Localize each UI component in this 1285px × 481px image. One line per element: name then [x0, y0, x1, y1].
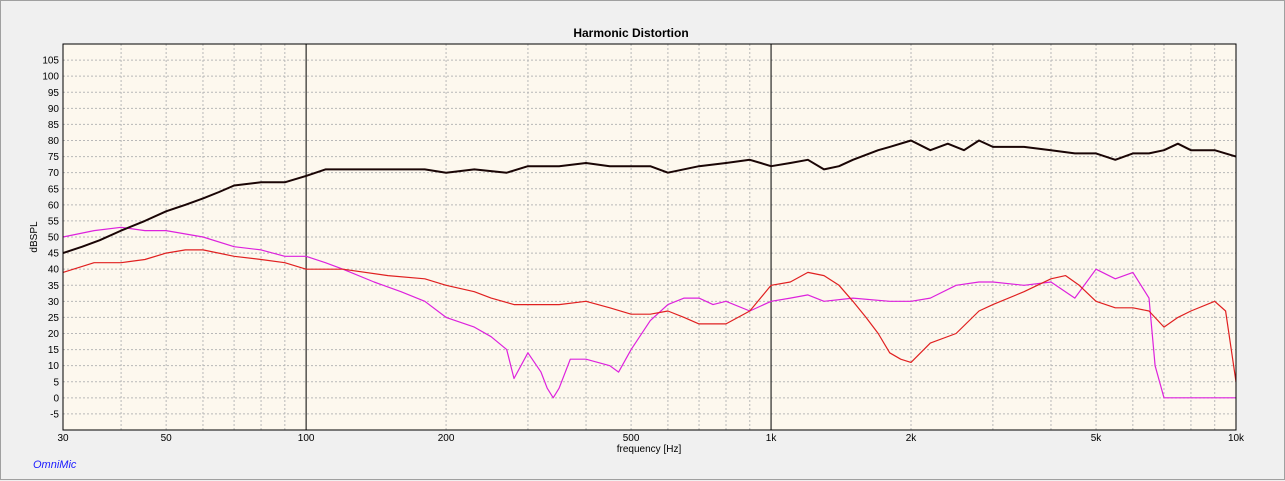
- y-tick-label: 65: [48, 184, 60, 195]
- x-tick-label: 50: [161, 433, 173, 444]
- y-tick-label: -5: [50, 409, 59, 420]
- y-axis-ticks: -5 0 5 10 15 20 25 30 35 40 45 50 55 60 65 70 75 80 85 90 95…: [42, 56, 59, 421]
- y-tick-label: 95: [48, 88, 60, 99]
- y-tick-label: 85: [48, 120, 60, 131]
- y-tick-label: 15: [48, 345, 60, 356]
- omnimic-watermark: OmniMic: [33, 459, 77, 471]
- y-tick-label: 35: [48, 281, 60, 292]
- series-line-0: [62, 139, 1237, 255]
- grid-lines: [63, 44, 1236, 430]
- x-tick-label: 200: [438, 433, 455, 444]
- y-tick-label: 60: [48, 200, 60, 211]
- y-tick-label: 80: [48, 136, 60, 147]
- y-tick-label: 10: [48, 361, 60, 372]
- x-tick-label: 500: [623, 433, 640, 444]
- x-tick-label: 2k: [906, 433, 918, 444]
- y-tick-label: 105: [42, 56, 59, 67]
- plot-border: [62, 43, 1237, 431]
- series-line-1: [62, 249, 1237, 382]
- x-tick-label: 5k: [1091, 433, 1103, 444]
- y-tick-label: 0: [53, 393, 59, 404]
- series-line-2: [62, 226, 1236, 399]
- y-tick-label: 20: [48, 329, 60, 340]
- y-tick-label: 70: [48, 168, 60, 179]
- y-axis-label: dBSPL: [29, 221, 40, 253]
- x-tick-label: 10k: [1228, 433, 1245, 444]
- y-tick-label: 100: [42, 72, 59, 83]
- y-tick-label: 30: [48, 297, 60, 308]
- y-tick-label: 45: [48, 249, 60, 260]
- x-tick-label: 1k: [766, 433, 778, 444]
- y-tick-label: 75: [48, 152, 60, 163]
- x-axis-ticks: 30 50 100 200 500 1k 2k 5k 10k: [57, 433, 1245, 444]
- x-tick-label: 100: [298, 433, 315, 444]
- y-tick-label: 90: [48, 104, 60, 115]
- y-tick-label: 25: [48, 313, 60, 324]
- y-tick-label: 40: [48, 265, 60, 276]
- series-layer: [62, 139, 1237, 399]
- x-axis-label: frequency [Hz]: [617, 444, 682, 455]
- chart-title: Harmonic Distortion: [573, 26, 688, 40]
- y-tick-label: 5: [53, 377, 59, 388]
- x-tick-label: 30: [57, 433, 69, 444]
- y-tick-label: 50: [48, 233, 60, 244]
- y-tick-label: 55: [48, 216, 60, 227]
